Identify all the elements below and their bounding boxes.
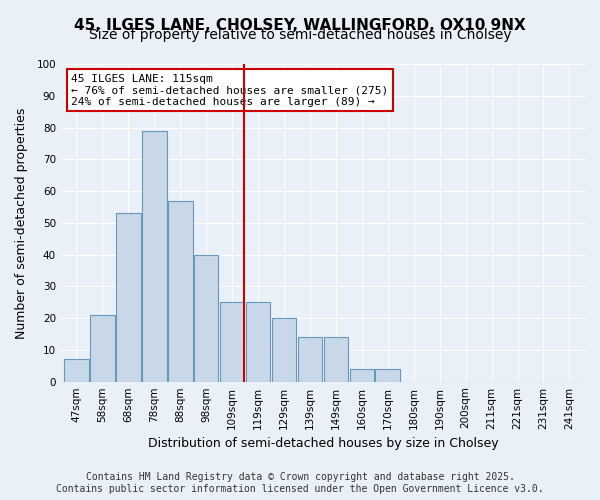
Bar [116,214,140,382]
Bar [194,254,218,382]
Bar [142,130,167,382]
Y-axis label: Number of semi-detached properties: Number of semi-detached properties [15,107,28,338]
Bar [168,200,193,382]
Bar [350,369,374,382]
Bar [220,302,244,382]
Text: Contains HM Land Registry data © Crown copyright and database right 2025.
Contai: Contains HM Land Registry data © Crown c… [56,472,544,494]
Bar [246,302,271,382]
Bar [376,369,400,382]
X-axis label: Distribution of semi-detached houses by size in Cholsey: Distribution of semi-detached houses by … [148,437,498,450]
Text: 45 ILGES LANE: 115sqm
← 76% of semi-detached houses are smaller (275)
24% of sem: 45 ILGES LANE: 115sqm ← 76% of semi-deta… [71,74,389,106]
Bar [64,360,89,382]
Bar [323,337,348,382]
Text: 45, ILGES LANE, CHOLSEY, WALLINGFORD, OX10 9NX: 45, ILGES LANE, CHOLSEY, WALLINGFORD, OX… [74,18,526,32]
Text: Size of property relative to semi-detached houses in Cholsey: Size of property relative to semi-detach… [89,28,511,42]
Bar [272,318,296,382]
Bar [298,337,322,382]
Bar [90,315,115,382]
